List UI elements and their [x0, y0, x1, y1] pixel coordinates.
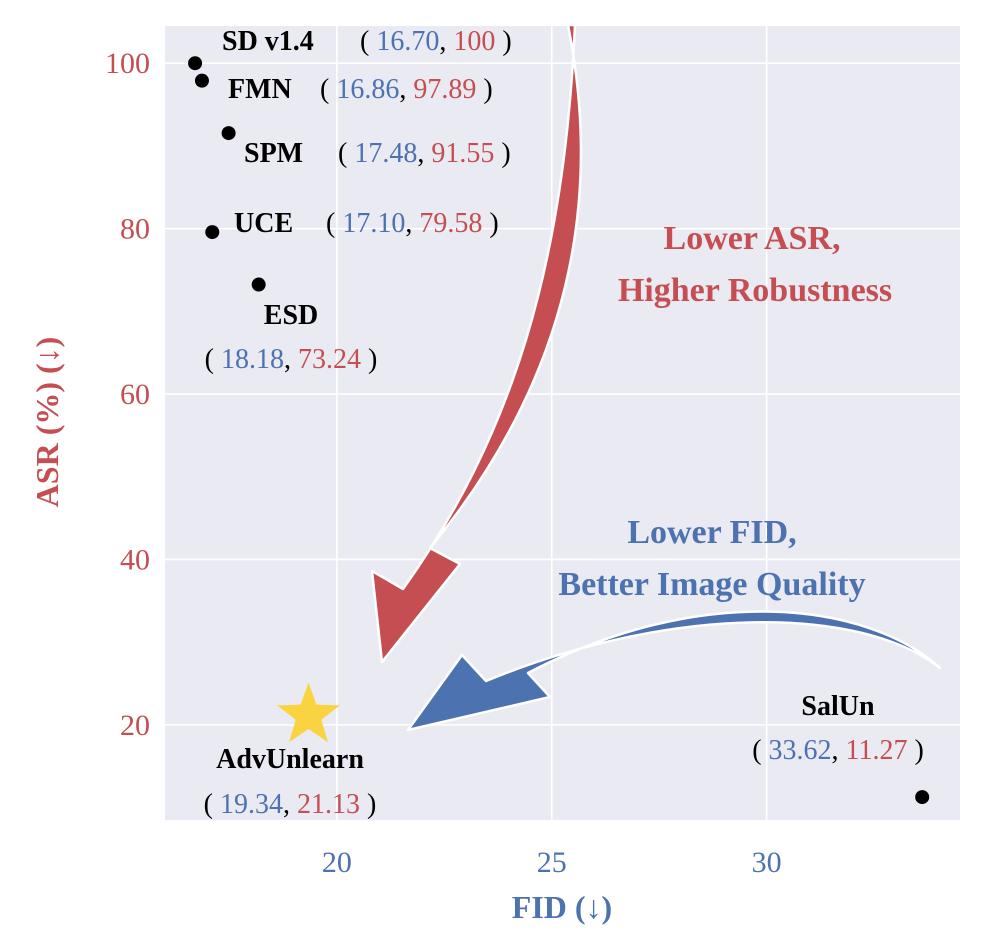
y-tick-label: 20: [120, 709, 150, 742]
point-name-label: AdvUnlearn: [216, 744, 364, 775]
y-tick-label: 40: [120, 543, 150, 576]
point-star-advunlearn: [277, 682, 340, 743]
point-sd-v1-4: [188, 56, 203, 71]
asr-annotation-line1: Lower ASR,: [664, 220, 841, 257]
asr-arrow: [370, 23, 583, 664]
y-axis-label: ASR (%) (↓): [29, 337, 65, 508]
fid-annotation-line2: Better Image Quality: [558, 566, 865, 603]
fid-arrow: [406, 610, 942, 732]
point-labels: SD v1.4 ( 16.70, 100 ) FMN ( 16.86, 97.89 )…: [204, 26, 924, 820]
point-coord-label: ( 33.62, 11.27 ): [752, 735, 924, 766]
point-name-label: ESD: [264, 300, 318, 331]
point-uce: [205, 225, 220, 240]
point-name-label: FMN: [228, 74, 292, 105]
data-points: [188, 56, 930, 805]
x-tick-label: 30: [752, 846, 782, 879]
point-name-label: SPM: [244, 138, 303, 169]
x-tick-label: 20: [322, 846, 352, 879]
x-axis-label: FID (↓): [512, 889, 612, 925]
y-tick-label: 80: [120, 213, 150, 246]
y-tick-labels: 20 40 60 80 100: [105, 47, 150, 742]
point-esd: [251, 277, 266, 292]
asr-annotation-line2: Higher Robustness: [618, 272, 892, 309]
fid-annotation-line1: Lower FID,: [627, 514, 796, 551]
point-fmn: [194, 73, 209, 88]
point-coord-label: ( 16.70, 100 ): [360, 26, 512, 57]
point-coord-label: ( 19.34, 21.13 ): [204, 789, 377, 820]
point-salun: [915, 790, 930, 805]
point-coord-label: ( 18.18, 73.24 ): [205, 344, 378, 375]
x-tick-labels: 20 25 30: [322, 846, 782, 879]
point-name-label: SD v1.4: [222, 26, 314, 57]
y-tick-label: 100: [105, 47, 150, 80]
point-coord-label: ( 16.86, 97.89 ): [320, 74, 493, 105]
point-spm: [221, 126, 236, 141]
point-name-label: SalUn: [801, 691, 875, 722]
point-name-label: UCE: [234, 208, 293, 239]
point-coord-label: ( 17.48, 91.55 ): [338, 138, 511, 169]
point-coord-label: ( 17.10, 79.58 ): [326, 208, 499, 239]
x-tick-label: 25: [537, 846, 567, 879]
y-tick-label: 60: [120, 378, 150, 411]
